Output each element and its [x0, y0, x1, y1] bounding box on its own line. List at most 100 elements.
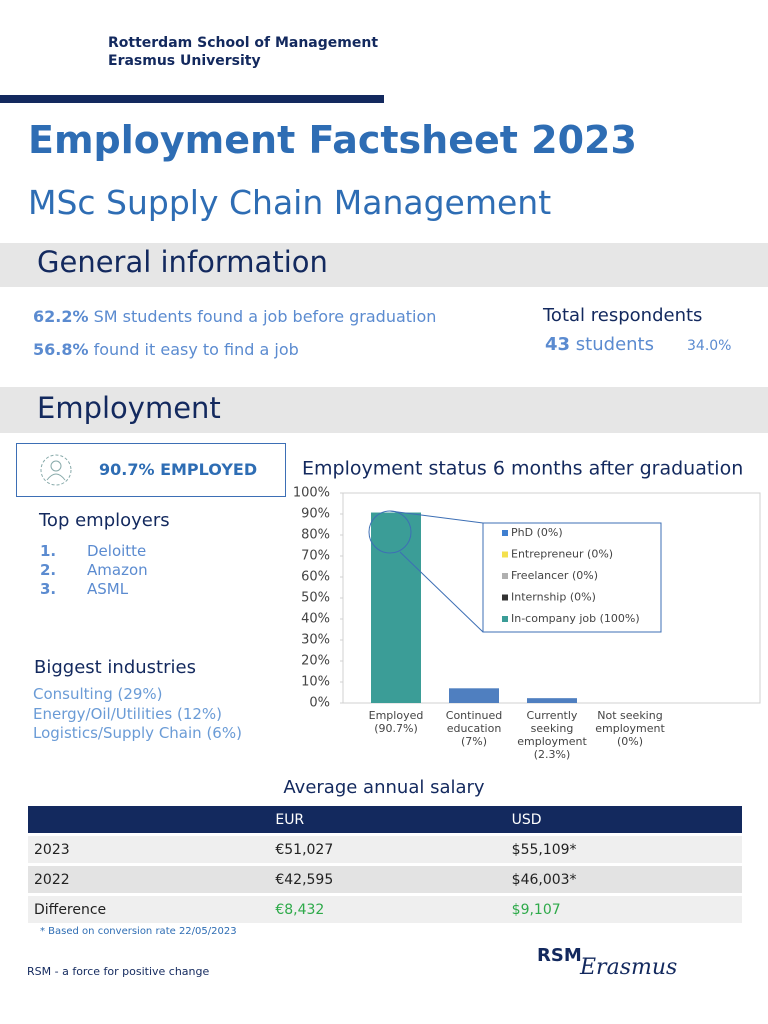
logo: RSM — [537, 945, 582, 966]
y-tick-label: 50% — [301, 591, 330, 606]
inset-swatch — [502, 551, 508, 558]
employed-badge: 90.7% EMPLOYED — [16, 443, 286, 497]
header-bar — [0, 95, 384, 103]
note: * Based on conversion rate 22/05/2023 — [40, 926, 237, 937]
y-tick-label: 90% — [301, 507, 330, 522]
callout-line — [399, 551, 484, 633]
inset-label: Freelancer (0%) — [511, 569, 598, 582]
y-tick-label: 30% — [301, 633, 330, 648]
industry: Logistics/Supply Chain (6%) — [33, 724, 242, 742]
table-header: EUR USD — [28, 806, 742, 833]
subtitle: MSc Supply Chain Management — [28, 183, 552, 222]
respondents-rate: 34.0% — [687, 338, 732, 354]
inset-swatch — [502, 573, 508, 579]
x-label-box: Employed (90.7%) — [368, 709, 424, 735]
table-row: Difference €8,432 $9,107 — [28, 896, 742, 923]
stat-text: found it easy to find a job — [93, 340, 299, 359]
stat-text: SM students found a job before graduatio… — [93, 307, 437, 326]
title: Employment Factsheet 2023 — [28, 118, 637, 162]
inset-label: Internship (0%) — [511, 591, 596, 604]
inset-box — [482, 522, 662, 633]
x-tick-label: Not seeking employment (0%) — [595, 709, 665, 748]
badge-text: 90.7% EMPLOYED — [99, 460, 258, 479]
section-heading: General information — [37, 245, 328, 279]
employer-name: Amazon — [87, 561, 148, 579]
stat-value: 62.2% — [33, 307, 89, 326]
bar — [371, 512, 421, 703]
org-line: Erasmus University — [108, 53, 261, 69]
employer-rank: 3. — [40, 580, 57, 598]
icon — [40, 454, 72, 486]
y-tick-label: 20% — [301, 654, 330, 669]
table-cell: 2023 — [34, 841, 70, 858]
header-cell: EUR — [275, 811, 305, 828]
respondents-unit: students — [575, 334, 654, 355]
stat: 56.8% found it easy to find a job — [33, 340, 299, 359]
subheading: Biggest industries — [34, 657, 196, 678]
bar — [449, 688, 499, 703]
table-cell: €8,432 — [275, 901, 325, 918]
x-label-box: Not seeking employment (0%) — [595, 709, 665, 748]
inset-label: PhD (0%) — [511, 526, 563, 539]
section-band: General information — [0, 243, 768, 287]
respondents-label: Total respondents — [543, 305, 703, 326]
employer-rank: 1. — [40, 542, 57, 560]
x-label-box: Currently seeking employment (2.3%) — [517, 709, 587, 761]
table-cell: $9,107 — [511, 901, 561, 918]
y-tick-label: 70% — [301, 549, 330, 564]
bar — [527, 698, 577, 703]
respondents: 43 students — [545, 334, 654, 355]
x-label-box: Continued education (7%) — [445, 709, 503, 748]
industry: Consulting (29%) — [33, 685, 163, 703]
table-cell: 2022 — [34, 871, 70, 888]
employer-list: 1. Deloitte 2. Amazon 3. ASML — [40, 542, 148, 599]
stat: 62.2% SM students found a job before gra… — [33, 307, 436, 326]
table-cell: Difference — [34, 901, 107, 918]
section-band: Employment — [0, 387, 768, 433]
y-tick-label: 40% — [301, 612, 330, 627]
industry-list: Consulting (29%) Energy/Oil/Utilities (12… — [33, 685, 242, 744]
table-cell: $46,003* — [511, 871, 577, 888]
y-tick-label: 0% — [309, 696, 330, 711]
employer: 2. Amazon — [40, 561, 148, 580]
y-tick-label: 60% — [301, 570, 330, 585]
employer-name: ASML — [87, 580, 129, 598]
table-row: 2023 €51,027 $55,109* — [28, 836, 742, 863]
y-tick-label: 80% — [301, 528, 330, 543]
industry: Energy/Oil/Utilities (12%) — [33, 704, 223, 723]
chart-title: Employment status 6 months after graduat… — [302, 458, 743, 480]
header-cell — [28, 806, 269, 833]
inset-swatch — [502, 594, 508, 601]
inset-label: In-company job (100%) — [511, 612, 640, 625]
stat-value: 56.8% — [33, 340, 89, 359]
inset-swatch — [502, 530, 508, 536]
x-tick-label: Currently seeking employment (2.3%) — [517, 709, 587, 761]
subheading: Top employers — [39, 510, 170, 531]
x-tick-label: Continued education (7%) — [445, 709, 503, 748]
y-tick-label: 100% — [293, 486, 330, 501]
table-cell: €42,595 — [275, 871, 334, 888]
table-row: 2022 €42,595 $46,003* — [28, 866, 742, 893]
section-heading: Employment — [37, 391, 221, 425]
org-line: Rotterdam School of Management — [108, 35, 379, 51]
table-heading: Average annual salary — [283, 777, 485, 798]
employer-name: Deloitte — [87, 542, 147, 560]
callout-line — [389, 510, 484, 524]
employer: 1. Deloitte — [40, 542, 148, 561]
logo-script: Erasmus — [580, 955, 678, 980]
table-cell: $55,109* — [511, 841, 577, 858]
table-cell: €51,027 — [275, 841, 334, 858]
org-name: Rotterdam School of Management Erasmus Un… — [108, 34, 378, 70]
employer-rank: 2. — [40, 561, 57, 579]
y-tick-label: 10% — [301, 675, 330, 690]
salary-table: EUR USD 2023 €51,027 $55,109* 2022 €42,595 $46,… — [28, 803, 742, 926]
header-cell: USD — [511, 811, 542, 828]
employer: 3. ASML — [40, 580, 148, 599]
inset-swatch — [502, 616, 508, 622]
respondents-count: 43 — [545, 334, 571, 355]
x-tick-label: Employed (90.7%) — [368, 709, 424, 735]
inset-label: Entrepreneur (0%) — [511, 548, 613, 561]
tagline: RSM - a force for positive change — [27, 965, 210, 978]
